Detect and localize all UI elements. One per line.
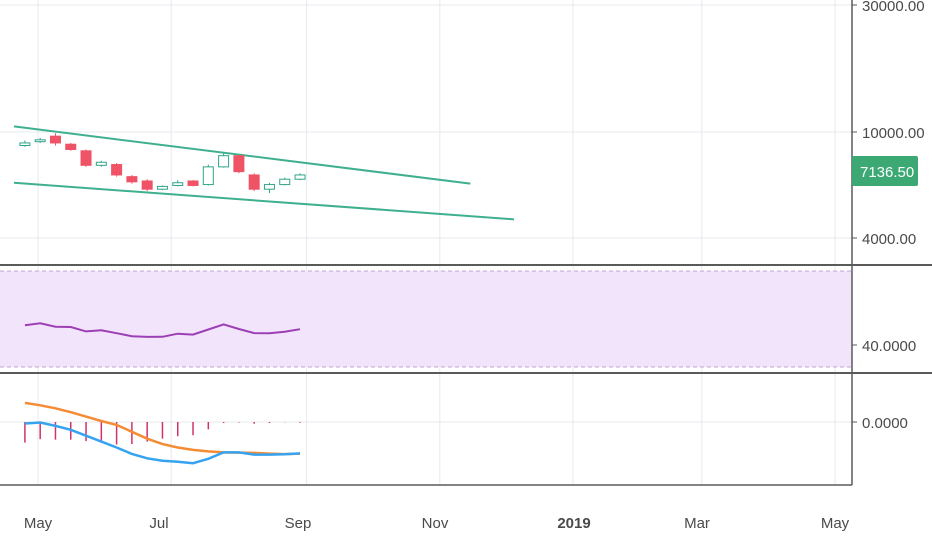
time-tick-label-mar: Mar <box>684 515 710 532</box>
macd-signal-line[interactable] <box>24 401 301 456</box>
candle-up[interactable] <box>263 184 275 190</box>
macd-pane[interactable] <box>24 401 301 465</box>
rsi-pane[interactable] <box>24 322 301 338</box>
time-tick-label-may-2018: May <box>24 515 53 532</box>
candle-down[interactable] <box>111 164 123 176</box>
channel-lines[interactable] <box>13 125 515 221</box>
candle-up[interactable] <box>294 174 306 180</box>
time-tick-label-2019: 2019 <box>557 515 590 532</box>
candle-up[interactable] <box>172 182 184 186</box>
time-tick-label-nov: Nov <box>422 515 449 532</box>
rsi-scale[interactable]: 40.0000 <box>852 338 916 355</box>
price-scale[interactable]: 30000.00 10000.00 4000.00 <box>852 0 925 248</box>
macd-tick-label-0: 0.0000 <box>862 415 908 432</box>
time-tick-label-sep: Sep <box>285 515 312 532</box>
time-axis[interactable]: May Jul Sep Nov 2019 Mar May <box>24 515 850 532</box>
last-price-label: 7136.50 <box>860 164 914 181</box>
candle-up[interactable] <box>34 139 46 143</box>
candle-up[interactable] <box>19 142 31 147</box>
candle-up[interactable] <box>202 166 214 186</box>
price-tick-label-4000: 4000.00 <box>862 231 916 248</box>
candle-up[interactable] <box>218 155 230 168</box>
candle-down[interactable] <box>80 150 92 166</box>
channel-line-lower[interactable] <box>13 181 515 221</box>
candle-down[interactable] <box>126 176 138 183</box>
price-tick-label-30000: 30000.00 <box>862 0 925 15</box>
candle-down[interactable] <box>248 174 260 190</box>
time-tick-label-may-2019: May <box>821 515 850 532</box>
macd-line[interactable] <box>24 421 301 465</box>
candle-down[interactable] <box>65 143 77 150</box>
price-tick-label-10000: 10000.00 <box>862 125 925 142</box>
candle-down[interactable] <box>187 180 199 186</box>
rsi-tick-label-40: 40.0000 <box>862 338 916 355</box>
rsi-band <box>0 271 852 367</box>
last-price-background <box>852 156 918 186</box>
time-tick-label-jul: Jul <box>149 515 168 532</box>
candle-down[interactable] <box>49 135 61 144</box>
candle-down[interactable] <box>233 155 245 173</box>
channel-line-upper[interactable] <box>13 125 471 185</box>
candle-down[interactable] <box>141 180 153 190</box>
macd-scale[interactable]: 0.0000 <box>852 415 908 432</box>
candles[interactable] <box>19 133 306 194</box>
last-price-tag[interactable]: 7136.50 <box>852 156 918 186</box>
rsi-line[interactable] <box>24 322 301 338</box>
candle-up[interactable] <box>156 185 168 190</box>
candle-up[interactable] <box>95 161 107 166</box>
candle-up[interactable] <box>279 178 291 186</box>
